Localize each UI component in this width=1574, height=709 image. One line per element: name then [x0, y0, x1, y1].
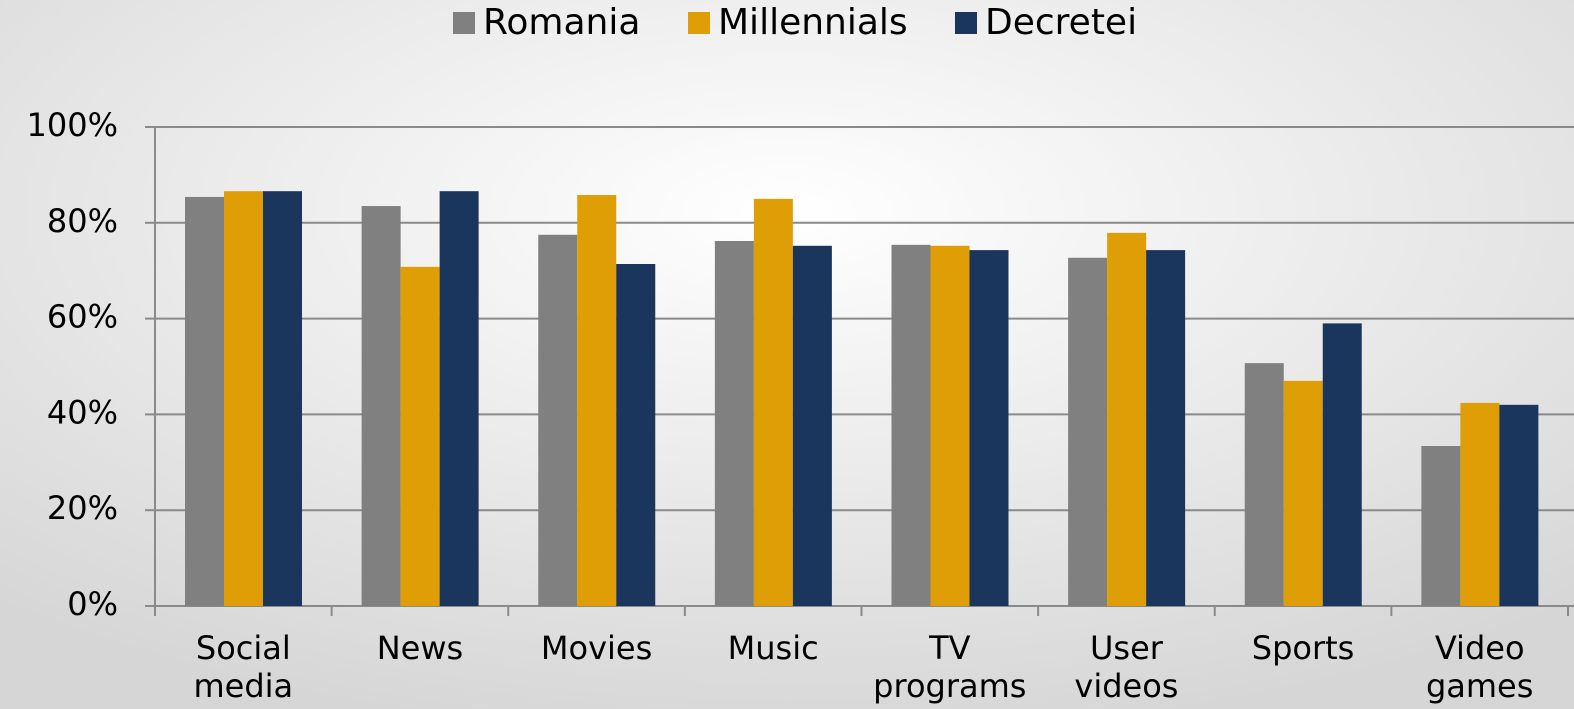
- bar: [714, 241, 754, 606]
- bar: [185, 196, 224, 606]
- bar: [439, 191, 479, 606]
- bar: [263, 191, 302, 606]
- bar: [1322, 323, 1362, 606]
- bar: [1068, 257, 1108, 606]
- bar: [361, 206, 401, 606]
- bar: [792, 245, 832, 607]
- x-tick-label: Movies: [541, 629, 652, 667]
- bar: [577, 195, 617, 606]
- y-tick-label: 40%: [47, 393, 118, 431]
- bar: [753, 198, 793, 606]
- x-tick-label: Social media: [193, 629, 293, 705]
- legend-swatch: [955, 12, 977, 34]
- x-tick-label: TV programs: [873, 629, 1026, 705]
- bar: [616, 263, 656, 606]
- legend-swatch: [688, 12, 710, 34]
- bar: [969, 250, 1009, 606]
- bar: [1460, 402, 1500, 606]
- bar: [891, 244, 931, 607]
- y-tick-label: 100%: [27, 106, 118, 144]
- x-tick-label: News: [377, 629, 463, 667]
- legend-label: Decretei: [985, 2, 1137, 43]
- bar: [1107, 232, 1147, 606]
- bar: [400, 266, 440, 606]
- legend-swatch: [453, 12, 475, 34]
- y-tick-label: 20%: [47, 489, 118, 527]
- y-tick-label: 0%: [67, 585, 118, 623]
- x-tick-label: User videos: [1074, 629, 1178, 705]
- bar: [1499, 404, 1539, 606]
- x-tick-label: Video games: [1426, 629, 1533, 705]
- bar: [1146, 250, 1186, 606]
- bar: [1283, 380, 1323, 606]
- legend-label: Romania: [483, 2, 640, 43]
- x-tick-label: Music: [728, 629, 819, 667]
- y-tick-label: 80%: [47, 202, 118, 240]
- bar: [930, 245, 970, 607]
- bar: [1421, 446, 1461, 606]
- bar: [1244, 363, 1284, 606]
- bar: [224, 191, 263, 606]
- bar: [538, 234, 578, 606]
- legend-label: Millennials: [718, 2, 908, 43]
- x-tick-label: Sports: [1252, 629, 1355, 667]
- y-tick-label: 60%: [47, 298, 118, 336]
